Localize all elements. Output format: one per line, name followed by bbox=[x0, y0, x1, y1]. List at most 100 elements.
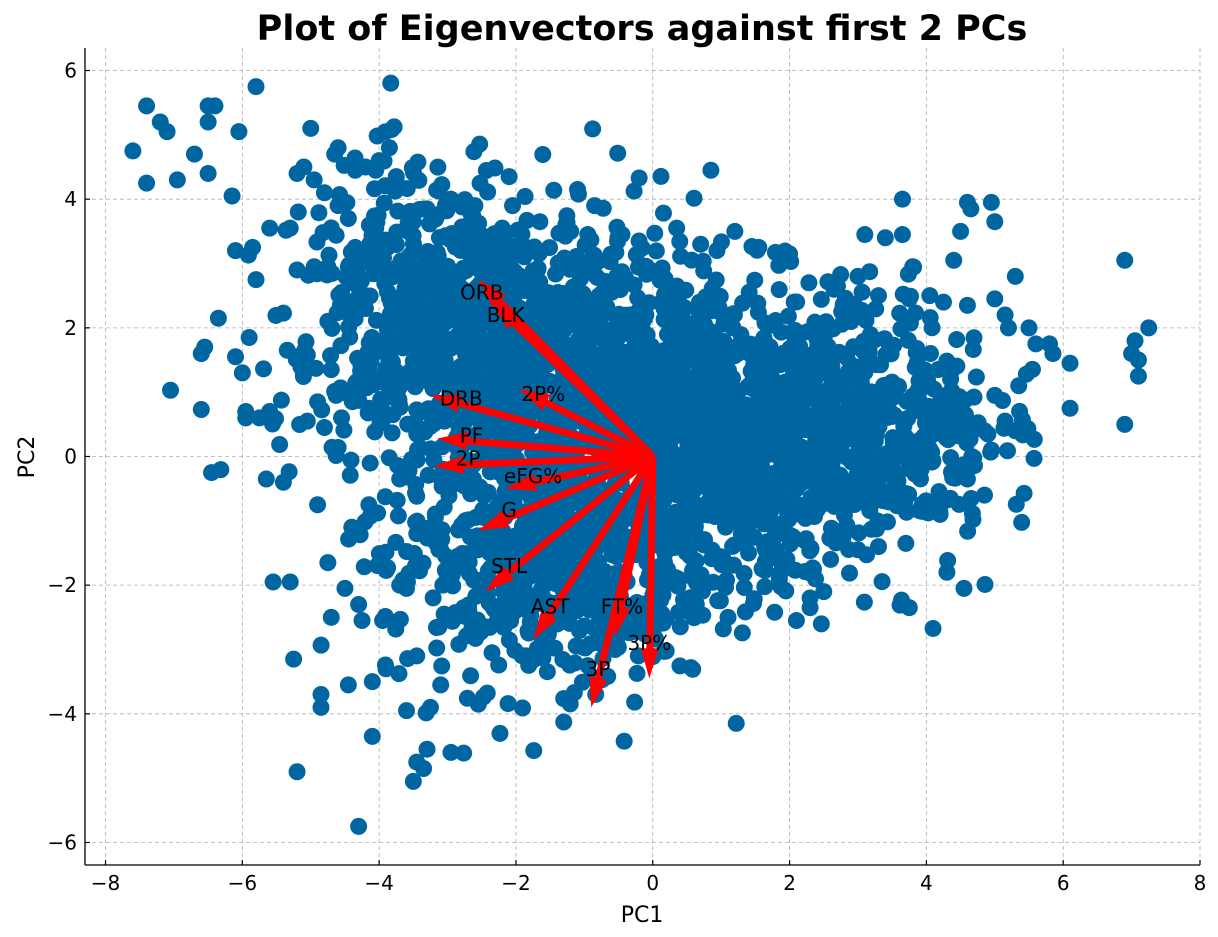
data-point bbox=[609, 638, 627, 656]
data-point bbox=[567, 247, 585, 265]
data-point bbox=[894, 285, 912, 303]
data-point bbox=[545, 503, 563, 521]
data-point bbox=[264, 573, 282, 591]
data-point bbox=[346, 149, 364, 167]
data-point bbox=[196, 338, 214, 356]
data-point bbox=[681, 589, 699, 607]
data-point bbox=[532, 646, 550, 664]
data-point bbox=[375, 152, 393, 170]
data-point bbox=[748, 241, 766, 259]
data-point bbox=[398, 702, 416, 720]
data-point bbox=[1044, 345, 1062, 363]
data-point bbox=[855, 593, 873, 611]
data-point bbox=[277, 221, 295, 239]
data-point bbox=[986, 290, 1004, 308]
data-point bbox=[702, 161, 720, 179]
data-point bbox=[797, 530, 815, 548]
data-point bbox=[841, 428, 859, 446]
data-point bbox=[226, 242, 244, 260]
data-point bbox=[712, 548, 730, 566]
data-point bbox=[615, 732, 633, 750]
data-point bbox=[566, 490, 584, 508]
data-point bbox=[955, 579, 973, 597]
data-point bbox=[930, 483, 948, 501]
data-point bbox=[720, 477, 738, 495]
eigenvector-label: PF bbox=[460, 423, 484, 447]
data-point bbox=[538, 663, 556, 681]
data-point bbox=[756, 538, 774, 556]
data-point bbox=[500, 417, 518, 435]
data-point bbox=[212, 461, 230, 479]
data-point bbox=[656, 544, 674, 562]
data-point bbox=[697, 456, 715, 474]
data-point bbox=[555, 690, 573, 708]
data-point bbox=[429, 371, 447, 389]
eigenvector-label: 3P bbox=[586, 657, 611, 681]
data-point bbox=[664, 574, 682, 592]
data-point bbox=[438, 202, 456, 220]
data-point bbox=[900, 485, 918, 503]
data-point bbox=[780, 510, 798, 528]
data-point bbox=[893, 190, 911, 208]
data-point bbox=[939, 552, 957, 570]
data-point bbox=[375, 249, 393, 267]
data-point bbox=[407, 557, 425, 575]
data-point bbox=[655, 399, 673, 417]
data-point bbox=[628, 664, 646, 682]
data-point bbox=[271, 436, 289, 454]
data-point bbox=[571, 320, 589, 338]
data-point bbox=[1014, 426, 1032, 444]
data-point bbox=[415, 200, 433, 218]
data-point bbox=[404, 772, 422, 790]
data-point bbox=[461, 314, 479, 332]
data-point bbox=[380, 351, 398, 369]
data-point bbox=[867, 300, 885, 318]
data-point bbox=[934, 293, 952, 311]
data-point bbox=[376, 488, 394, 506]
data-point bbox=[400, 462, 418, 480]
data-point bbox=[804, 473, 822, 491]
data-point bbox=[700, 390, 718, 408]
data-point bbox=[671, 657, 689, 675]
data-point bbox=[921, 287, 939, 305]
data-point bbox=[1116, 251, 1134, 269]
data-point bbox=[458, 627, 476, 645]
data-point bbox=[223, 187, 241, 205]
x-tick-label: 0 bbox=[646, 871, 659, 895]
data-point bbox=[479, 183, 497, 201]
data-point bbox=[723, 442, 741, 460]
data-point bbox=[348, 256, 366, 274]
data-point bbox=[791, 396, 809, 414]
data-point bbox=[315, 419, 333, 437]
data-point bbox=[380, 139, 398, 157]
data-point bbox=[801, 589, 819, 607]
data-point bbox=[500, 631, 518, 649]
data-point bbox=[677, 543, 695, 561]
data-point bbox=[289, 203, 307, 221]
data-point bbox=[740, 515, 758, 533]
data-point bbox=[363, 673, 381, 691]
data-point bbox=[382, 74, 400, 92]
data-point bbox=[998, 442, 1016, 460]
data-point bbox=[739, 378, 757, 396]
data-point bbox=[545, 181, 563, 199]
data-point bbox=[387, 533, 405, 551]
x-tick-label: −4 bbox=[364, 871, 393, 895]
data-point bbox=[630, 169, 648, 187]
data-point bbox=[429, 247, 447, 265]
data-point bbox=[892, 320, 910, 338]
data-point bbox=[401, 277, 419, 295]
data-point bbox=[302, 119, 320, 137]
data-point bbox=[475, 487, 493, 505]
data-point bbox=[430, 541, 448, 559]
data-point bbox=[869, 538, 887, 556]
data-point bbox=[389, 507, 407, 525]
data-point bbox=[1017, 365, 1035, 383]
data-point bbox=[671, 375, 689, 393]
data-point bbox=[788, 293, 806, 311]
data-point bbox=[353, 612, 371, 630]
data-point bbox=[876, 229, 894, 247]
data-point bbox=[349, 289, 367, 307]
data-point bbox=[770, 256, 788, 274]
data-point bbox=[732, 326, 750, 344]
